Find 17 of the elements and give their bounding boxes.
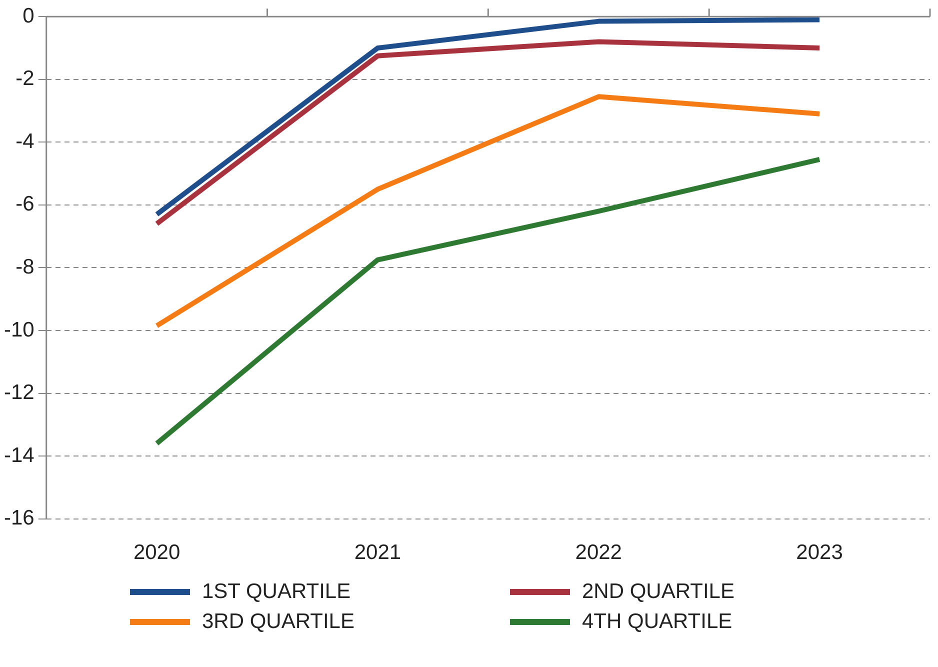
legend-label: 1ST QUARTILE <box>202 580 351 604</box>
y-tick-label: -14 <box>4 444 35 467</box>
legend-label: 4TH QUARTILE <box>582 610 732 634</box>
y-tick-label: -16 <box>4 506 34 530</box>
x-tick-label: 2021 <box>354 541 402 564</box>
legend-label: 2ND QUARTILE <box>582 580 734 604</box>
y-tick-label: -12 <box>4 381 34 404</box>
y-tick-label: -6 <box>16 192 34 216</box>
x-tick-label: 2022 <box>575 541 622 564</box>
y-tick-label: 0 <box>22 4 34 28</box>
x-tick-label: 2020 <box>133 541 180 564</box>
y-tick-label: -4 <box>16 130 35 153</box>
legend-label: 3RD QUARTILE <box>202 610 354 634</box>
y-tick-label: -8 <box>16 255 34 278</box>
y-tick-label: -2 <box>16 67 34 90</box>
y-tick-label: -10 <box>4 318 34 342</box>
x-tick-label: 2023 <box>796 541 843 564</box>
